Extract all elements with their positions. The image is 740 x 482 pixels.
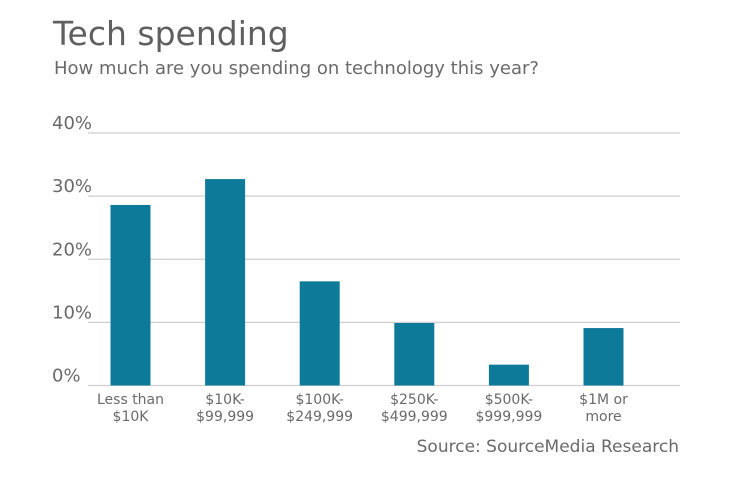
source-note: Source: SourceMedia Research bbox=[416, 437, 679, 457]
chart-title: Tech spending bbox=[53, 14, 289, 53]
bar bbox=[110, 204, 151, 386]
x-tick-label: more bbox=[585, 409, 621, 425]
chart-subtitle: How much are you spending on technology … bbox=[54, 58, 539, 79]
x-tick-label: $500K- bbox=[485, 392, 533, 408]
x-tick-label: $499,999 bbox=[381, 409, 448, 425]
x-tick-label: $1M or bbox=[579, 392, 628, 408]
x-tick-label: $249,999 bbox=[286, 409, 353, 425]
bar bbox=[205, 179, 246, 386]
y-tick-label: 0% bbox=[52, 366, 81, 387]
x-tick-label: $250K- bbox=[390, 392, 438, 408]
x-tick-label: $10K bbox=[113, 409, 150, 425]
y-tick-label: 20% bbox=[52, 239, 92, 260]
bar bbox=[488, 364, 529, 386]
y-tick-label: 40% bbox=[52, 113, 92, 134]
x-tick-label: $10K- bbox=[205, 392, 244, 408]
x-tick-label: $99,999 bbox=[196, 409, 254, 425]
x-tick-label: $100K- bbox=[295, 392, 343, 408]
x-tick-label: $999,999 bbox=[475, 409, 542, 425]
y-tick-label: 10% bbox=[52, 302, 92, 323]
bar bbox=[299, 281, 340, 386]
y-tick-label: 30% bbox=[52, 176, 92, 197]
x-tick-label: Less than bbox=[97, 392, 164, 408]
bar bbox=[394, 323, 435, 386]
bar bbox=[583, 328, 624, 386]
